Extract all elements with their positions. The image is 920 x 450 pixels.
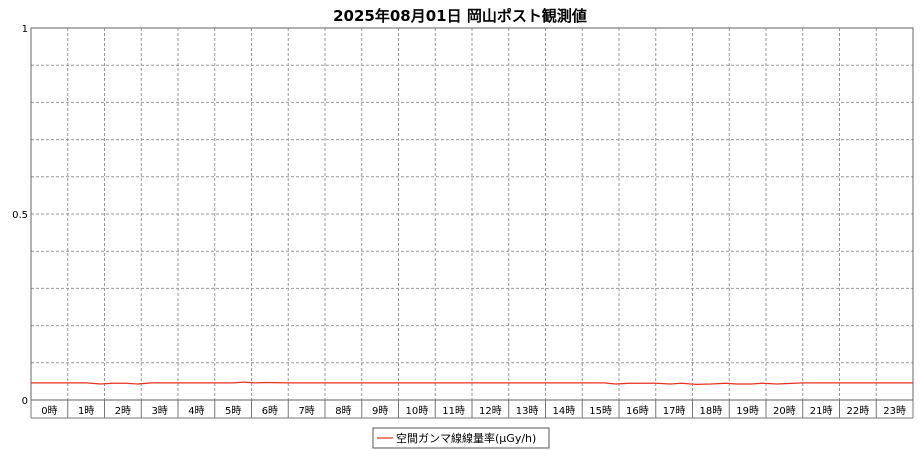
legend-label: 空間ガンマ線線量率(μGy/h) <box>396 431 536 445</box>
x-tick-label: 14時 <box>553 405 576 417</box>
x-tick-label: 4時 <box>188 405 204 417</box>
x-tick-label: 1時 <box>78 405 94 417</box>
x-tick-label: 18時 <box>700 405 723 417</box>
x-tick-label: 23時 <box>883 405 906 417</box>
chart-title: 2025年08月01日 岡山ポスト観測値 <box>333 7 587 25</box>
x-tick-label: 13時 <box>516 405 539 417</box>
plot-frame <box>30 27 914 401</box>
x-tick-label: 20時 <box>773 405 796 417</box>
x-tick-label: 10時 <box>406 405 429 417</box>
x-tick-label: 6時 <box>262 405 278 417</box>
y-tick-label: 0 <box>22 396 28 407</box>
x-tick-label: 2時 <box>115 405 131 417</box>
series-layer <box>31 381 913 385</box>
x-tick-label: 16時 <box>626 405 649 417</box>
y-tick-label: 0.5 <box>12 210 28 221</box>
x-tick-label: 8時 <box>335 405 351 417</box>
x-tick-label: 12時 <box>479 405 502 417</box>
x-tick-label: 7時 <box>298 405 314 417</box>
x-tick-label: 3時 <box>151 405 167 417</box>
grid <box>31 28 913 400</box>
x-tick-label: 0時 <box>41 405 57 417</box>
x-axis: 0時 1時 2時 3時 4時 5時 6時 7時 8時 9時 10時 11時 12時 13時 14時 15時 16… <box>30 400 914 419</box>
y-axis: 00.51 <box>12 24 28 407</box>
x-tick-label: 19時 <box>736 405 759 417</box>
legend: 空間ガンマ線線量率(μGy/h) <box>372 427 550 449</box>
x-tick-label: 9時 <box>372 405 388 417</box>
y-tick-label: 1 <box>22 24 28 35</box>
x-tick-label: 17時 <box>663 405 686 417</box>
x-tick-label: 15時 <box>589 405 612 417</box>
series-line <box>31 381 913 385</box>
x-tick-label: 22時 <box>847 405 870 417</box>
legend-box <box>372 427 550 449</box>
x-tick-label: 5時 <box>225 405 241 417</box>
x-tick-label: 21時 <box>810 405 833 417</box>
x-tick-label: 11時 <box>442 405 465 417</box>
